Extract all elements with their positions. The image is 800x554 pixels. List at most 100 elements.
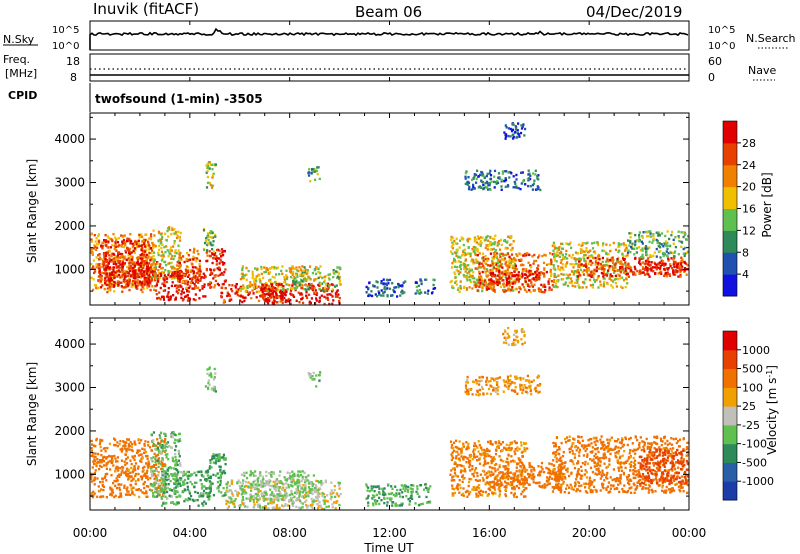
data-cell [203, 285, 206, 289]
data-cell [324, 286, 327, 289]
data-cell [154, 474, 157, 477]
data-cell [163, 482, 166, 486]
data-cell [134, 462, 138, 465]
data-cell [627, 239, 630, 242]
data-cell [205, 164, 208, 167]
beam-title: Beam 06 [355, 3, 422, 21]
data-cell [174, 481, 177, 484]
data-cell [157, 253, 160, 257]
data-cell [644, 245, 648, 248]
data-cell [489, 169, 492, 173]
data-cell [191, 281, 195, 284]
data-cell [204, 295, 207, 298]
data-cell [251, 289, 254, 292]
data-cell [672, 238, 675, 242]
data-cell [179, 462, 182, 465]
data-cell [120, 268, 124, 272]
data-cell [611, 286, 614, 289]
data-cell [501, 257, 504, 260]
data-cell [484, 281, 487, 284]
data-cell [164, 449, 167, 452]
colorbar-segment [723, 164, 737, 188]
data-cell [570, 280, 573, 283]
data-cell [648, 246, 651, 249]
data-cell [512, 240, 515, 243]
data-cell [681, 241, 684, 244]
data-cell [119, 448, 122, 451]
data-cell [177, 259, 180, 262]
data-cell [661, 263, 664, 266]
data-cell [202, 229, 206, 232]
data-cell [658, 261, 662, 264]
data-cell [330, 293, 333, 296]
data-cell [594, 261, 597, 264]
data-cell [522, 285, 525, 289]
data-cell [662, 264, 666, 267]
data-cell [510, 243, 513, 246]
colorbar-tick-label: 4 [742, 268, 749, 281]
data-cell [476, 284, 479, 287]
data-cell [211, 174, 215, 177]
data-cell [193, 485, 196, 489]
data-cell [143, 465, 146, 469]
data-cell [127, 281, 130, 284]
data-cell [680, 260, 683, 263]
data-cell [108, 254, 111, 257]
data-cell [633, 265, 636, 269]
data-cell [470, 260, 473, 263]
data-cell [158, 272, 161, 275]
data-cell [521, 274, 524, 277]
data-cell [211, 248, 214, 251]
data-cell [336, 289, 339, 292]
data-cell [129, 275, 132, 278]
data-cell [167, 476, 170, 480]
data-cell [128, 265, 131, 268]
data-cell [311, 287, 314, 290]
data-cell [259, 294, 262, 298]
data-cell [278, 273, 281, 276]
data-cell [137, 256, 140, 259]
data-cell [147, 444, 150, 447]
data-cell [206, 243, 209, 247]
data-cell [317, 166, 320, 169]
data-cell [273, 265, 276, 269]
data-cell [136, 287, 139, 290]
data-cell [624, 244, 627, 247]
data-cell [262, 491, 265, 494]
data-cell [300, 479, 303, 483]
data-cell [678, 261, 681, 265]
data-cell [585, 286, 588, 289]
data-cell [339, 267, 342, 270]
data-cell [468, 278, 472, 282]
data-cell [644, 247, 647, 250]
data-cell [276, 301, 279, 304]
data-cell [663, 274, 666, 278]
data-cell [567, 276, 570, 280]
data-cell [212, 456, 215, 460]
data-cell [315, 277, 318, 281]
data-cell [148, 274, 151, 277]
data-cell [103, 268, 106, 271]
data-cell [181, 275, 184, 278]
data-cell [136, 284, 139, 287]
data-cell [622, 244, 626, 247]
data-cell [515, 273, 518, 277]
data-cell [165, 483, 168, 486]
data-cell [126, 467, 129, 470]
data-cell [241, 265, 245, 268]
data-cell [600, 267, 603, 270]
data-cell [131, 283, 134, 286]
data-cell [531, 183, 534, 187]
data-cell [545, 263, 549, 266]
data-cell [128, 448, 131, 451]
data-cell [504, 260, 507, 264]
data-cell [160, 439, 163, 442]
data-cell [166, 469, 169, 473]
data-cell [100, 449, 103, 452]
data-cell [333, 484, 336, 488]
data-cell [589, 284, 592, 287]
data-cell [457, 270, 460, 273]
data-cell [279, 288, 282, 292]
data-cell [116, 275, 119, 278]
data-cell [557, 248, 560, 251]
